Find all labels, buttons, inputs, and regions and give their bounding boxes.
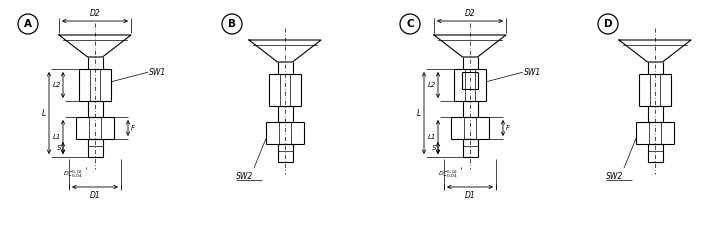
Text: D1: D1 [89,191,100,200]
Text: D2: D2 [465,9,475,18]
Text: S: S [57,145,61,151]
Text: L: L [417,109,421,118]
Text: D: D [603,19,612,29]
Text: $D^{-0{,}02}_{-0{,}04}$: $D^{-0{,}02}_{-0{,}04}$ [438,168,459,179]
Text: $D^{-0{,}02}_{-0{,}04}$: $D^{-0{,}02}_{-0{,}04}$ [63,168,84,179]
Text: SW1: SW1 [524,68,541,77]
Text: F: F [131,125,135,131]
Text: L2: L2 [427,82,436,88]
Text: SW2: SW2 [236,172,253,181]
Text: S: S [432,145,436,151]
Text: L2: L2 [52,82,61,88]
Text: C: C [406,19,414,29]
Text: SW2: SW2 [606,172,623,181]
Text: F: F [506,125,510,131]
Text: B: B [228,19,236,29]
Text: L1: L1 [52,134,61,140]
Text: SW1: SW1 [149,68,166,77]
Text: D1: D1 [465,191,475,200]
Text: A: A [24,19,32,29]
Text: D2: D2 [89,9,100,18]
Text: L1: L1 [427,134,436,140]
Text: L: L [41,109,46,118]
